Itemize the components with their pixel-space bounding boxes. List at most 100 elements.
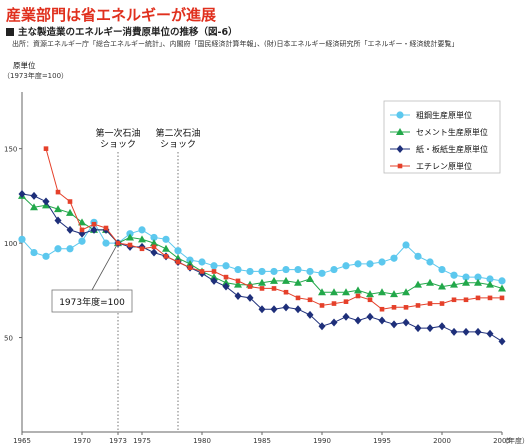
data-point <box>426 324 434 333</box>
x-axis-label: （年度） <box>501 436 529 445</box>
data-point <box>366 290 374 298</box>
data-point <box>427 301 433 306</box>
data-point <box>450 327 458 336</box>
data-point <box>331 301 337 306</box>
data-point <box>78 237 86 245</box>
legend-entry: エチレン原単位 <box>416 161 472 171</box>
series-4 <box>43 146 505 312</box>
data-point <box>42 252 50 260</box>
data-point <box>475 295 481 301</box>
data-point <box>474 327 482 336</box>
chart-subtitle-text: 主な製造業のエネルギー消費原単位の推移（図-6） <box>18 27 238 38</box>
data-point <box>438 322 446 331</box>
data-point <box>390 290 398 298</box>
data-point <box>30 191 38 200</box>
data-point <box>318 269 326 277</box>
data-point <box>138 235 146 243</box>
legend-entry: 紙・板紙生産原単位 <box>416 144 488 154</box>
data-point <box>42 197 50 206</box>
data-point <box>319 303 325 308</box>
data-point <box>439 301 445 306</box>
data-point <box>78 218 86 226</box>
data-point <box>210 276 218 285</box>
x-tick-label: 1965 <box>13 437 31 445</box>
data-point <box>342 312 350 321</box>
data-point <box>126 233 134 241</box>
x-tick-label: 1970 <box>73 437 91 445</box>
data-point <box>366 260 374 268</box>
data-point <box>79 227 85 233</box>
data-point <box>90 225 98 234</box>
oil-shock-label: 第二次石油 <box>155 127 200 139</box>
data-point <box>498 277 506 285</box>
series-line <box>21 193 503 342</box>
data-point <box>270 267 278 276</box>
data-point <box>234 292 242 300</box>
data-point <box>462 278 470 286</box>
data-point <box>163 254 169 259</box>
data-point <box>282 276 290 284</box>
data-point <box>498 337 506 346</box>
data-point <box>487 295 493 301</box>
data-point <box>474 273 482 281</box>
data-point <box>355 293 361 299</box>
series-3 <box>18 190 506 346</box>
x-tick-label: 2005 <box>493 437 511 445</box>
data-point <box>66 225 74 234</box>
y-tick-label: 150 <box>4 146 17 154</box>
data-point <box>91 221 97 227</box>
data-point <box>486 329 494 338</box>
data-point <box>318 322 326 331</box>
callout-box <box>51 289 133 313</box>
data-point <box>450 271 458 279</box>
chart-axes: 50 100 150 1965 1970 1973 1975 1980 1985 1990 1995… <box>3 60 529 445</box>
data-point <box>414 280 422 288</box>
callout-pointer <box>91 242 119 291</box>
legend-entry: 粗鋼生産原単位 <box>416 110 472 120</box>
data-point <box>342 262 350 270</box>
page-title: 産業部門は省エネルギーが進展 <box>6 6 217 24</box>
data-point <box>151 244 157 250</box>
data-point <box>222 262 230 270</box>
data-point <box>330 288 338 296</box>
data-point <box>66 245 74 253</box>
data-point <box>139 246 145 252</box>
data-point <box>55 189 61 195</box>
data-point <box>150 233 158 242</box>
x-tick-label: 1990 <box>313 437 331 445</box>
data-point <box>403 305 409 310</box>
data-point <box>307 297 313 303</box>
data-point <box>150 239 158 247</box>
x-tick-label: 1975 <box>133 437 151 445</box>
data-point <box>390 320 398 329</box>
data-point <box>282 303 290 312</box>
data-point <box>415 303 421 308</box>
data-point <box>187 265 193 270</box>
legend-entry: セメント生産原単位 <box>416 127 488 137</box>
data-point <box>210 262 218 270</box>
data-point <box>247 284 253 289</box>
data-point <box>462 327 470 336</box>
chart-subtitle: 主な製造業のエネルギー消費原単位の推移（図-6） <box>6 24 238 38</box>
source-note: 出所：資源エネルギー庁「総合エネルギー統計」、内閣府「国民経済計算年報」、(財)… <box>12 40 459 48</box>
data-point <box>499 295 505 301</box>
data-point <box>318 288 326 296</box>
data-point <box>115 240 121 246</box>
data-point <box>211 269 217 274</box>
data-point <box>486 275 494 283</box>
data-point <box>378 316 386 325</box>
data-point <box>498 284 506 292</box>
x-tick-label: 1980 <box>193 437 211 445</box>
data-point <box>343 299 349 304</box>
legend-box <box>383 100 501 174</box>
data-point <box>486 280 494 288</box>
data-point <box>295 295 301 301</box>
data-point <box>54 216 62 225</box>
y-axis-sublabel: （1973年度=100） <box>3 71 68 80</box>
data-point <box>294 278 302 286</box>
legend-swatch-marker <box>396 128 404 135</box>
data-point <box>354 316 362 325</box>
data-point <box>379 306 385 312</box>
